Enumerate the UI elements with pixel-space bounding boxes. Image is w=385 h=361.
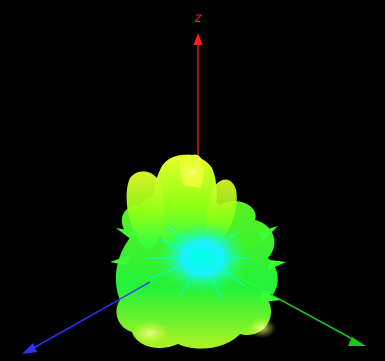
x-axis-arrowhead	[22, 343, 37, 354]
z-axis-arrowhead	[193, 33, 203, 45]
surface-upper-lobe-left	[126, 171, 164, 250]
surface-spike-right	[258, 226, 286, 302]
z-axis-label: z	[194, 11, 203, 26]
radiation-pattern-surface[interactable]	[110, 154, 286, 349]
surface-highlight-bottom-left	[130, 321, 170, 345]
z-axis-label-text: z	[194, 11, 203, 26]
surface-spike-left	[110, 228, 138, 265]
x-axis-front-segment	[29, 281, 151, 351]
y-axis-front-segment	[269, 293, 359, 343]
surface-highlight-bottom-right	[248, 318, 276, 338]
surface-highlight-top	[178, 160, 206, 184]
surface-radial-ridges	[146, 225, 250, 301]
